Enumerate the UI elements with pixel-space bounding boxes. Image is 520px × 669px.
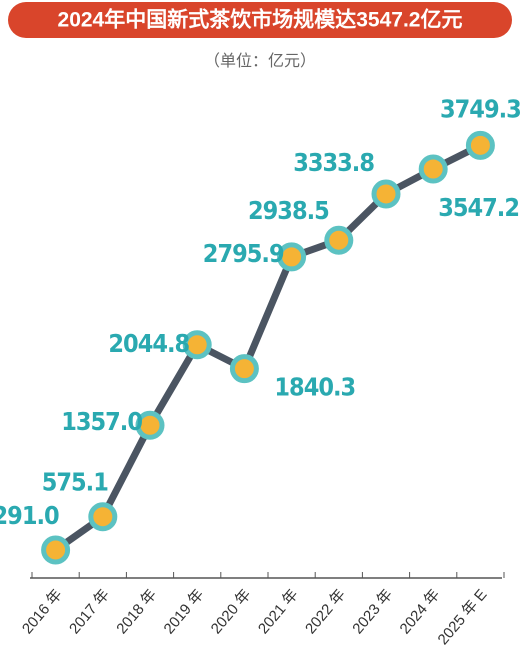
- value-label: 1357.0: [61, 407, 142, 436]
- marker: [182, 330, 212, 360]
- marker: [135, 410, 165, 440]
- marker: [229, 354, 259, 384]
- value-label: 2795.9: [203, 239, 284, 268]
- x-tick-label: 2024 年: [397, 586, 444, 637]
- value-label: 575.1: [42, 468, 108, 497]
- title-background: [8, 2, 512, 38]
- value-label: 3333.8: [293, 148, 374, 177]
- x-tick-label: 2020 年: [208, 586, 255, 637]
- marker: [88, 502, 118, 532]
- marker: [418, 154, 448, 184]
- chart-title: 2024年中国新式茶饮市场规模达3547.2亿元: [58, 8, 463, 32]
- x-tick-label: 2016 年: [19, 586, 66, 637]
- marker: [324, 225, 354, 255]
- x-tick-label: 2022 年: [302, 586, 349, 637]
- value-label: 3547.2: [438, 193, 519, 222]
- chart-subtitle: （单位：亿元）: [204, 52, 316, 70]
- marker: [41, 535, 71, 565]
- x-tick-label: 2017 年: [66, 586, 113, 637]
- marker: [277, 242, 307, 272]
- x-tick-label: 2021 年: [255, 586, 302, 637]
- x-tick-label: 2023 年: [349, 586, 396, 637]
- value-label: 3749.3: [440, 94, 520, 123]
- marker: [465, 130, 495, 160]
- value-label: 291.0: [0, 501, 59, 530]
- x-tick-label: 2025 年 E: [435, 586, 491, 648]
- x-tick-label: 2018 年: [113, 586, 160, 637]
- value-label: 1840.3: [274, 373, 355, 402]
- value-label: 2044.8: [108, 329, 189, 358]
- x-tick-label: 2019 年: [161, 586, 208, 637]
- line: [53, 142, 482, 553]
- marker: [371, 179, 401, 209]
- value-label: 2938.5: [248, 196, 329, 225]
